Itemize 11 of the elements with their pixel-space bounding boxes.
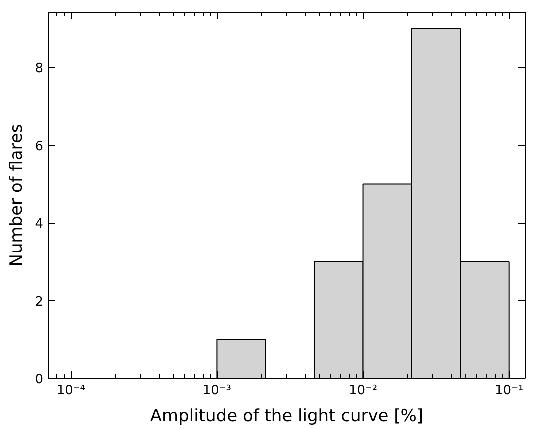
y-axis-title: Number of flares <box>7 124 28 267</box>
x-tick-label: 10⁻⁴ <box>56 384 86 398</box>
y-tick-label: 4 <box>35 217 44 232</box>
y-tick-label: 2 <box>35 294 44 310</box>
x-tick-label: 10⁻³ <box>202 384 232 398</box>
x-tick-label: 10⁻¹ <box>495 384 524 398</box>
x-axis-title: Amplitude of the light curve [%] <box>150 406 424 426</box>
y-tick-label: 6 <box>35 139 44 154</box>
x-tick-label: 10⁻² <box>348 384 378 398</box>
y-tick-label: 0 <box>35 372 44 388</box>
y-tick-label: 8 <box>35 62 44 77</box>
